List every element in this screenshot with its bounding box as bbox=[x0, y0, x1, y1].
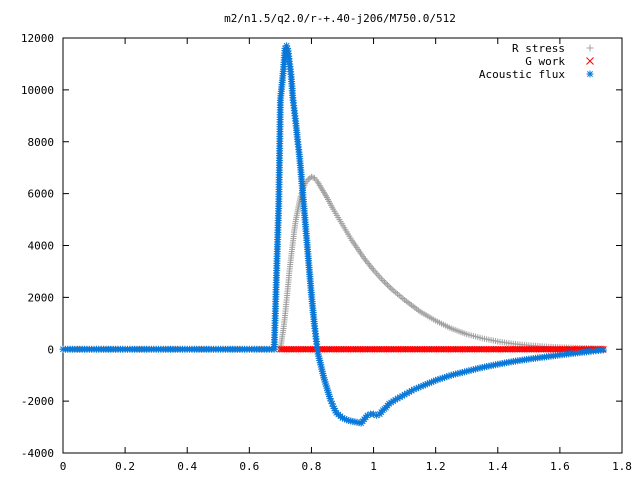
series-g-work bbox=[277, 345, 607, 353]
y-tick-label: 8000 bbox=[28, 136, 55, 149]
data-point bbox=[381, 279, 388, 286]
series-r-stress bbox=[60, 173, 607, 353]
data-point bbox=[599, 346, 607, 354]
y-tick-label: 10000 bbox=[21, 84, 54, 97]
legend-marker bbox=[586, 57, 594, 65]
legend-marker bbox=[586, 70, 594, 78]
y-tick-label: 6000 bbox=[28, 188, 55, 201]
data-point bbox=[328, 400, 336, 408]
data-point bbox=[373, 411, 381, 419]
y-tick-label: 12000 bbox=[21, 32, 54, 45]
y-tick-label: 2000 bbox=[28, 291, 55, 304]
data-point bbox=[396, 393, 404, 401]
y-tick-label: 4000 bbox=[28, 240, 55, 253]
data-point bbox=[387, 285, 394, 292]
x-tick-label: 0 bbox=[60, 460, 67, 473]
y-tick-label: -2000 bbox=[21, 395, 54, 408]
x-tick-label: 0.2 bbox=[115, 460, 135, 473]
legend-marker bbox=[586, 44, 594, 52]
x-tick-label: 1.2 bbox=[426, 460, 446, 473]
x-tick-label: 0.6 bbox=[239, 460, 259, 473]
axis-ticks: 0 0.2 0.4 0.6 0.8 1 1.2 1.4 1.6 1.8 -4000 -2000 0 200… bbox=[21, 32, 632, 473]
legend-label: G work bbox=[525, 55, 565, 68]
legend-label: Acoustic flux bbox=[479, 68, 565, 81]
chart-title: m2/n1.5/q2.0/r-+.40-j206/M750.0/512 bbox=[224, 12, 456, 25]
series-acoustic-flux bbox=[59, 42, 607, 427]
x-tick-label: 1.8 bbox=[612, 460, 632, 473]
plot-frame bbox=[62, 37, 623, 454]
x-tick-label: 1.6 bbox=[550, 460, 570, 473]
data-point bbox=[382, 280, 389, 287]
x-tick-label: 1 bbox=[370, 460, 377, 473]
data-point bbox=[386, 283, 393, 290]
y-tick-label: 0 bbox=[47, 343, 54, 356]
legend-label: R stress bbox=[512, 42, 565, 55]
plot-area bbox=[59, 42, 607, 427]
x-tick-label: 1.4 bbox=[488, 460, 508, 473]
x-tick-label: 0.8 bbox=[302, 460, 322, 473]
y-tick-label: -4000 bbox=[21, 447, 54, 460]
x-tick-label: 0.4 bbox=[177, 460, 197, 473]
data-point bbox=[384, 282, 391, 289]
